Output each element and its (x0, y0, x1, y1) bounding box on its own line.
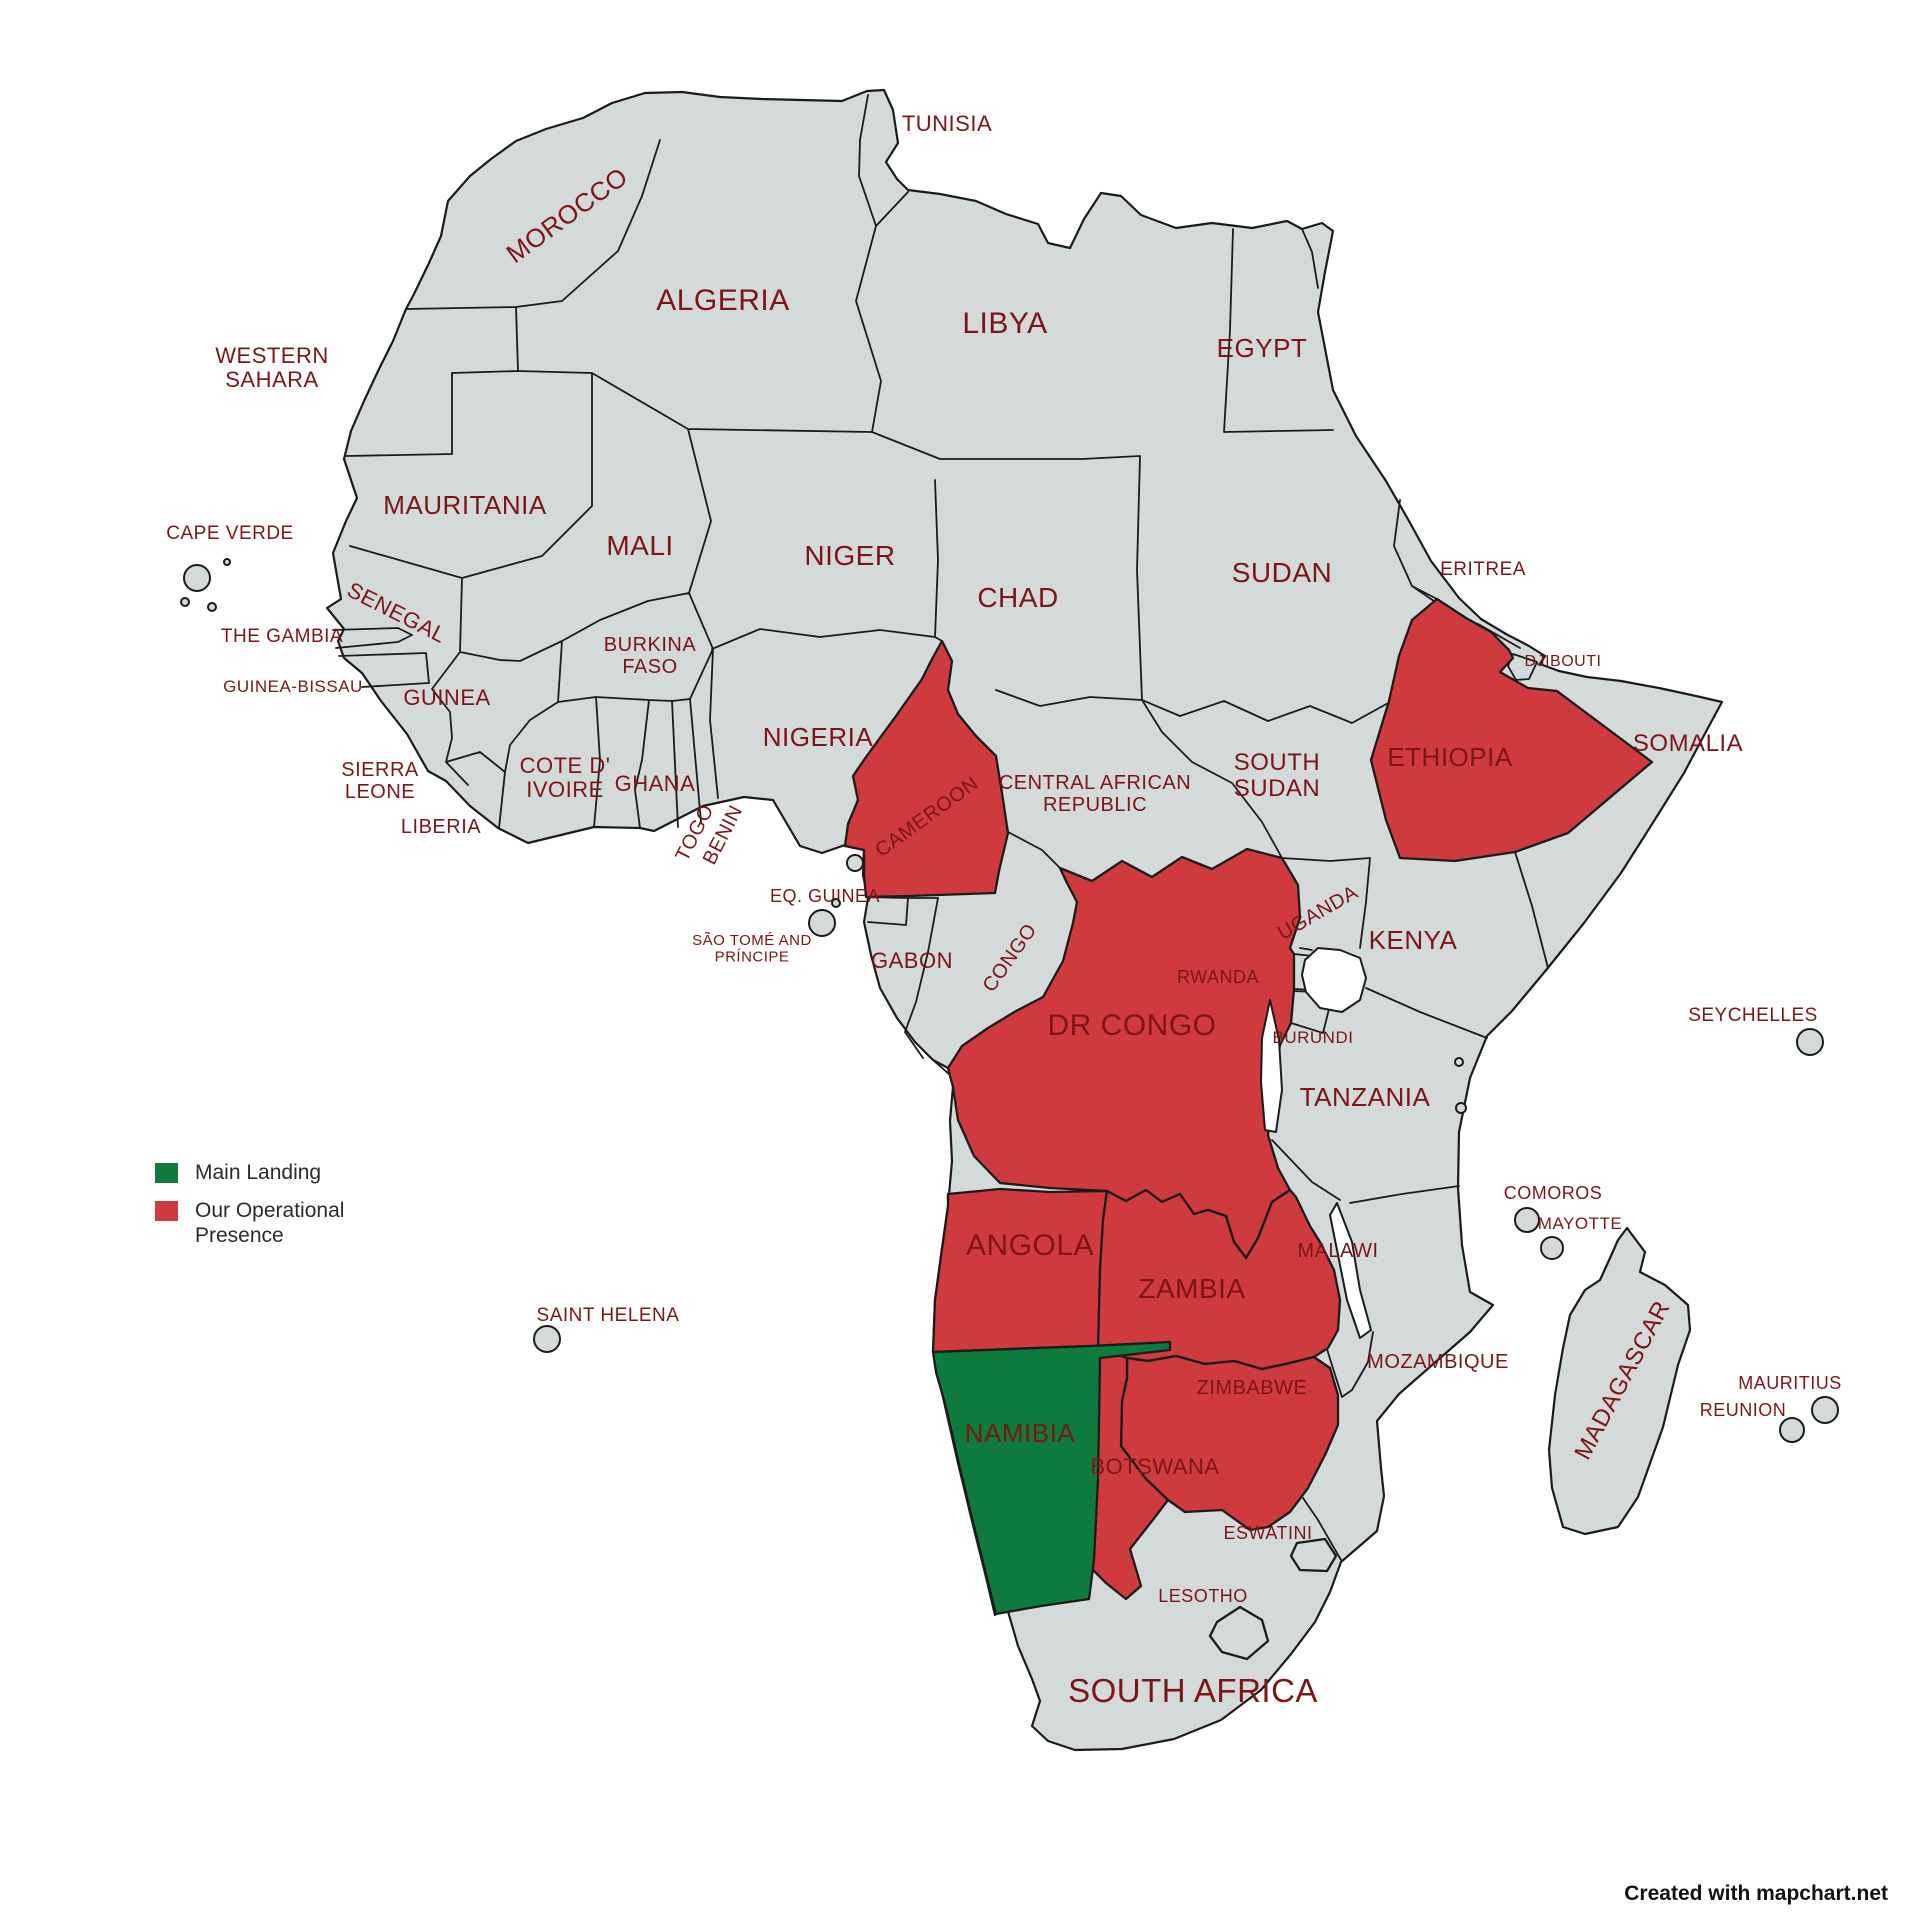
country-label-gabon: GABON (871, 948, 953, 973)
legend-item-operational-presence: Our Operational Presence (155, 1198, 345, 1249)
country-label-egypt: EGYPT (1217, 333, 1308, 363)
island-reunion (1779, 1417, 1805, 1443)
lake-malawi (1329, 1202, 1372, 1339)
island-mauritius (1811, 1396, 1839, 1424)
legend-item-main-landing: Main Landing (155, 1160, 345, 1186)
island-cape-verde-dot-2 (180, 597, 190, 607)
region-namibia (931, 1340, 1172, 1616)
country-label-nigeria: NIGERIA (763, 722, 874, 752)
island-zanzibar (1454, 1057, 1464, 1067)
country-label-angola: ANGOLA (966, 1229, 1094, 1262)
island-cape-verde-dot-1 (223, 558, 231, 566)
country-label-central-african-republic: CENTRAL AFRICAN REPUBLIC (999, 772, 1191, 816)
country-label-ethiopia: ETHIOPIA (1387, 742, 1513, 772)
country-label-the-gambia: THE GAMBIA (221, 626, 343, 647)
island-mayotte (1540, 1236, 1564, 1260)
country-label-liberia: LIBERIA (401, 816, 481, 838)
country-label-mauritius: MAURITIUS (1738, 1373, 1842, 1393)
country-label-rwanda: RWANDA (1177, 967, 1259, 987)
country-label-dr-congo: DR CONGO (1048, 1009, 1217, 1042)
legend-swatch-green (155, 1163, 178, 1183)
island-pemba (1455, 1102, 1467, 1114)
country-label-reunion: REUNION (1700, 1400, 1787, 1420)
country-label-botswana: BOTSWANA (1090, 1454, 1219, 1479)
country-label-eswatini: ESWATINI (1224, 1523, 1313, 1543)
country-label-comoros: COMOROS (1504, 1183, 1603, 1203)
region-angola (931, 1187, 1109, 1354)
country-label-sao-tome-and-principe: SÃO TOMÉ AND PRÍNCIPE (692, 931, 812, 965)
island-seychelles (1796, 1028, 1824, 1056)
map-legend: Main Landing Our Operational Presence (155, 1160, 345, 1261)
country-label-eq-guinea: EQ. GUINEA (770, 886, 880, 906)
country-label-south-sudan: SOUTH SUDAN (1234, 748, 1321, 801)
country-label-sierra-leone: SIERRA LEONE (341, 759, 419, 803)
country-label-kenya: KENYA (1369, 925, 1458, 955)
country-label-libya: LIBYA (962, 307, 1047, 340)
country-label-malawi: MALAWI (1297, 1240, 1378, 1262)
legend-label-main-landing: Main Landing (195, 1161, 322, 1184)
islands (180, 558, 1839, 1443)
country-label-lesotho: LESOTHO (1158, 1586, 1248, 1606)
country-label-tanzania: TANZANIA (1300, 1082, 1431, 1112)
country-label-djibouti: DJIBOUTI (1525, 653, 1602, 670)
country-label-mali: MALI (606, 530, 673, 561)
country-label-namibia: NAMIBIA (965, 1418, 1076, 1448)
lake-victoria (1301, 947, 1367, 1013)
island-cape-verde-dot-3 (207, 602, 217, 612)
country-label-mauritania: MAURITANIA (383, 490, 547, 520)
country-label-south-africa: SOUTH AFRICA (1068, 1672, 1318, 1709)
country-label-seychelles: SEYCHELLES (1688, 1005, 1818, 1026)
country-label-burundi: BURUNDI (1273, 1028, 1354, 1047)
region-lesotho (1208, 1605, 1270, 1661)
country-label-niger: NIGER (804, 540, 895, 571)
country-label-sudan: SUDAN (1232, 557, 1333, 588)
region-ethiopia (1369, 597, 1654, 863)
country-label-guinea: GUINEA (403, 685, 490, 710)
island-principe (831, 898, 841, 908)
country-label-burkina-faso: BURKINA FASO (604, 634, 697, 678)
country-label-saint-helena: SAINT HELENA (537, 1305, 680, 1326)
country-label-eritrea: ERITREA (1440, 559, 1526, 580)
country-label-guinea-bissau: GUINEA-BISSAU (223, 677, 363, 696)
legend-label-operational-presence: Our Operational Presence (195, 1198, 345, 1248)
region-eswatini (1289, 1537, 1338, 1573)
country-label-tunisia: TUNISIA (902, 111, 992, 136)
country-label-mayotte: MAYOTTE (1538, 1214, 1622, 1233)
island-bioko (846, 854, 864, 872)
country-label-zambia: ZAMBIA (1138, 1273, 1245, 1304)
island-cape-verde (183, 564, 211, 592)
madagascar-shape (1547, 1226, 1692, 1536)
legend-swatch-red (155, 1200, 178, 1221)
region-cameroon (843, 639, 1010, 899)
mapchart-credit: Created with mapchart.net (1624, 1882, 1888, 1905)
country-label-somalia: SOMALIA (1633, 730, 1743, 757)
lake-tanganyika (1260, 999, 1283, 1133)
country-label-western-sahara: WESTERN SAHARA (215, 342, 329, 391)
country-label-algeria: ALGERIA (656, 284, 790, 317)
island-saint-helena (533, 1325, 561, 1353)
country-label-chad: CHAD (977, 582, 1058, 613)
island-sao-tome (808, 909, 836, 937)
island-comoros (1514, 1207, 1540, 1233)
country-label-ghana: GHANA (615, 771, 696, 796)
country-label-cote-d-ivoire: COTE D' IVOIRE (520, 752, 611, 801)
country-label-cape-verde: CAPE VERDE (166, 523, 293, 544)
country-label-mozambique: MOZAMBIQUE (1367, 1351, 1509, 1373)
country-label-zimbabwe: ZIMBABWE (1197, 1377, 1308, 1399)
